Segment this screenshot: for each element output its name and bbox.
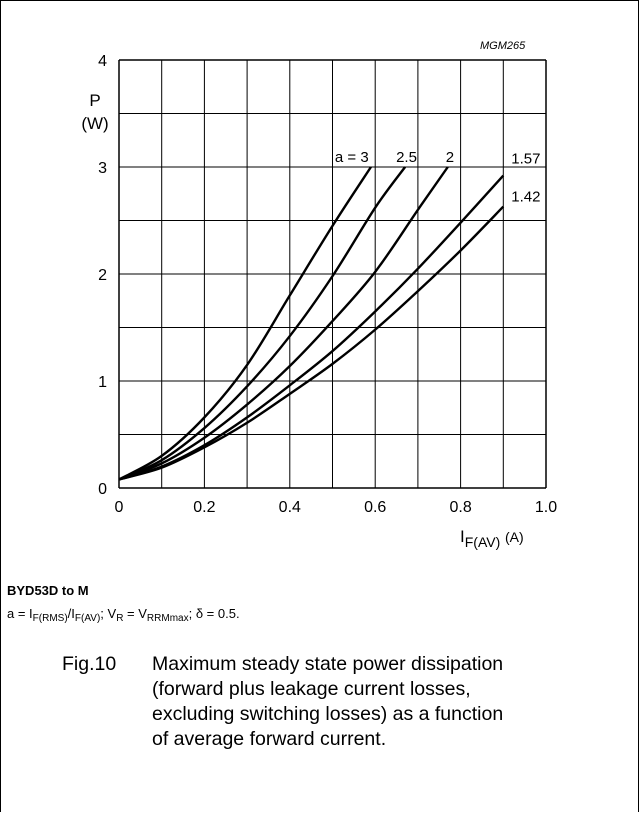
x-axis-label: IF(AV) (A): [460, 527, 524, 550]
power-dissipation-chart: a = 3 2.5 2 1.571.42 0 0.2 0.4 0.6 0.8 1.001234 …: [81, 53, 557, 516]
caption-line: (forward plus leakage current losses,: [152, 678, 471, 700]
device-range-title: BYD53D to M: [7, 583, 89, 598]
y-axis-unit: (W): [81, 114, 108, 133]
y-tick-label: 1: [98, 374, 107, 391]
series-label: 2.5: [396, 149, 417, 166]
caption-line: Maximum steady state power dissipation: [152, 653, 504, 675]
series-line: [118, 174, 505, 481]
x-tick-label: 0.8: [449, 499, 471, 516]
series-label: 1.42: [511, 189, 540, 206]
series-label: a = 3: [335, 149, 369, 166]
caption-line: of average forward current.: [152, 728, 387, 750]
y-tick-label: 2: [98, 267, 107, 284]
x-tick-label: 0: [115, 499, 124, 516]
figure-number: Fig.10: [62, 653, 117, 675]
x-axis-label-main: I: [460, 527, 465, 546]
series-label: 1.57: [511, 151, 540, 168]
x-tick-label: 0.2: [193, 499, 215, 516]
note-subscript: F(RMS): [32, 613, 68, 624]
x-tick-label: 1.0: [535, 499, 557, 516]
x-axis-unit: (A): [504, 529, 524, 545]
y-tick-label: 3: [98, 160, 107, 177]
condition-note: a = IF(RMS)/IF(AV); VR = VRRMmax; δ = 0.…: [7, 606, 240, 624]
figure-caption-text: Maximum steady state power dissipation (f…: [152, 652, 622, 752]
x-axis-label-subscript: F(AV): [464, 534, 501, 550]
note-text: ; V: [100, 606, 117, 621]
caption-line: excluding switching losses) as a functio…: [152, 703, 504, 725]
note-text: = V: [123, 606, 147, 621]
note-text: a = I: [7, 606, 33, 621]
y-axis-label: P: [89, 91, 100, 110]
note-subscript: R: [116, 613, 124, 624]
series-line: [118, 166, 407, 481]
note-text: /I: [67, 606, 75, 621]
x-tick-label: 0.4: [279, 499, 301, 516]
series-line: [118, 205, 505, 481]
series-line: [118, 166, 449, 481]
series-label: 2: [446, 149, 454, 166]
y-tick-label: 0: [98, 481, 107, 498]
tick-label-layer: 0 0.2 0.4 0.6 0.8 1.0 0 1 2 3 4: [98, 53, 557, 516]
x-tick-label: 0.6: [364, 499, 386, 516]
y-tick-label: 4: [98, 53, 107, 70]
figure-reference: MGM265: [480, 40, 526, 52]
series-layer: a = 3 2.5 2 1.57 1.42: [118, 149, 541, 481]
note-text: ; δ = 0.5.: [188, 606, 240, 621]
series-line: [118, 166, 372, 481]
note-subscript: F(AV): [74, 613, 101, 624]
note-subscript: RRMmax: [146, 613, 189, 624]
